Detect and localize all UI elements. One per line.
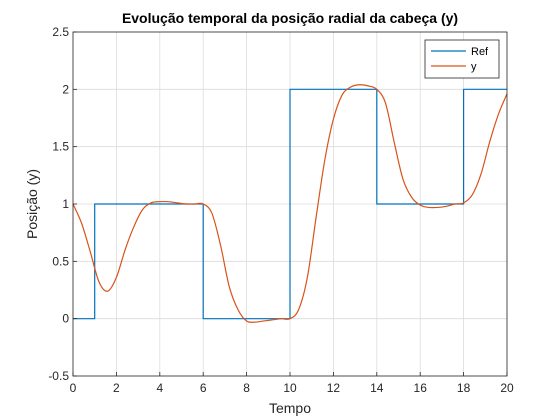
x-tick-label: 20 bbox=[500, 381, 514, 395]
x-tick-label: 4 bbox=[156, 381, 163, 395]
legend-label-y: y bbox=[471, 61, 477, 73]
y-tick-label: -0.5 bbox=[48, 369, 69, 383]
x-tick-label: 0 bbox=[70, 381, 77, 395]
x-tick-label: 10 bbox=[283, 381, 297, 395]
x-tick-label: 6 bbox=[200, 381, 207, 395]
x-tick-label: 18 bbox=[457, 381, 471, 395]
x-tick-label: 16 bbox=[414, 381, 428, 395]
y-tick-label: 1 bbox=[62, 197, 69, 211]
x-axis-label: Tempo bbox=[269, 400, 311, 416]
chart-title: Evolução temporal da posição radial da c… bbox=[122, 10, 458, 26]
x-tick-label: 8 bbox=[243, 381, 250, 395]
legend: Ref y bbox=[425, 40, 499, 78]
x-tick-label: 14 bbox=[370, 381, 384, 395]
y-tick-label: 2.5 bbox=[52, 25, 69, 39]
x-tick-label: 12 bbox=[327, 381, 341, 395]
y-tick-label: 0.5 bbox=[52, 254, 69, 268]
y-tick-label: 2 bbox=[62, 82, 69, 96]
y-tick-label: 1.5 bbox=[52, 140, 69, 154]
legend-label-ref: Ref bbox=[471, 46, 489, 58]
y-axis-label: Posição (y) bbox=[24, 169, 40, 239]
y-tick-label: 0 bbox=[62, 312, 69, 326]
x-tick-label: 2 bbox=[113, 381, 120, 395]
